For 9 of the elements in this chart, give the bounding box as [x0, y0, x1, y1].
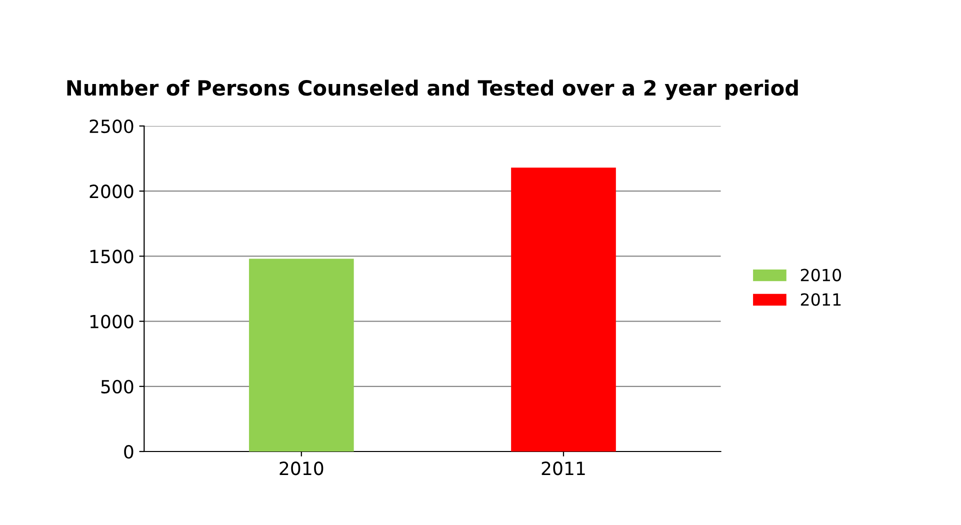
y-tick-label: 0 [124, 444, 134, 459]
y-tick-label: 2000 [90, 184, 134, 198]
legend-label: 2011 [800, 293, 841, 306]
legend-label: 2010 [800, 268, 842, 282]
y-tick-label: 2500 [90, 119, 134, 134]
y-tick-label: 500 [101, 380, 134, 394]
y-tick-label: 1500 [90, 250, 134, 264]
y-tick-label: 1000 [90, 314, 134, 328]
chart-title: Number of Persons Counseled and Tested over a 2 year period [67, 80, 798, 100]
